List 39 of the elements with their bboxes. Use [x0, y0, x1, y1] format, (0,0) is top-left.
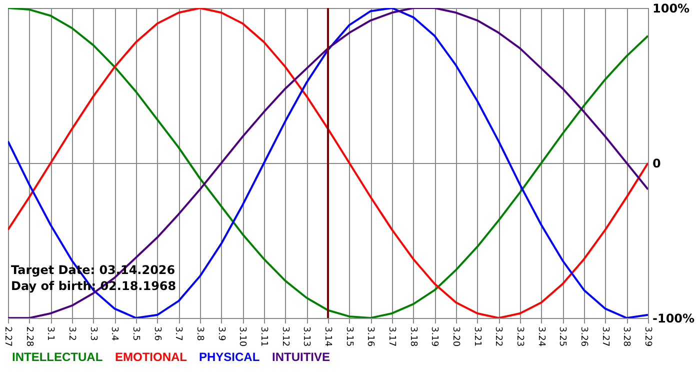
x-tick-label: 3.6 [152, 326, 162, 342]
x-tick-label: 2.27 [2, 326, 12, 347]
line-series [8, 8, 648, 318]
x-tick-label: 3.27 [600, 326, 610, 347]
x-tick-label: 3.28 [621, 326, 632, 347]
x-tick-label: 3.13 [301, 326, 312, 347]
x-tick-label: 3.29 [642, 326, 652, 347]
x-tick-label: 3.20 [450, 326, 460, 347]
x-tick-label: 3.15 [344, 326, 354, 347]
x-tick-label: 3.26 [578, 326, 588, 347]
x-tick-label: 3.3 [88, 326, 98, 341]
x-tick-label: 3.17 [386, 326, 396, 347]
text: INTUITIVE [272, 350, 330, 364]
text: INTELLECTUAL [12, 350, 103, 364]
x-tick-label: 3.1 [45, 326, 56, 341]
text: EMOTIONAL [115, 350, 187, 364]
x-tick-label: 3.21 [472, 326, 482, 347]
text: PHYSICAL [199, 350, 260, 364]
x-tick-label: 3.16 [365, 326, 376, 347]
x-tick-label: 3.9 [216, 326, 226, 342]
y-tick-label: -100% [652, 312, 695, 326]
x-tick-label: 3.25 [557, 326, 568, 347]
x-tick-label: 3.19 [429, 326, 440, 347]
x-tick-label: 2.28 [24, 326, 34, 347]
x-tick-label: 3.12 [280, 326, 290, 347]
x-tick-label: 3.11 [258, 326, 268, 347]
x-tick-label: 3.10 [237, 326, 248, 347]
x-tick-label: 3.14 [322, 326, 332, 347]
x-tick-label: 3.18 [408, 326, 418, 347]
x-tick-label: 3.4 [109, 326, 120, 342]
x-tick-label: 3.23 [514, 326, 524, 347]
x-tick-label: 3.2 [66, 326, 76, 341]
x-tick-label: 3.24 [536, 326, 546, 347]
x-tick-label: 3.22 [493, 326, 504, 347]
y-tick-label: 0 [652, 156, 661, 170]
y-tick-label: 100% [652, 2, 690, 16]
x-tick-label: 3.8 [194, 326, 204, 342]
x-tick-label: 3.7 [173, 326, 184, 341]
x-tick-label: 3.5 [130, 326, 140, 341]
